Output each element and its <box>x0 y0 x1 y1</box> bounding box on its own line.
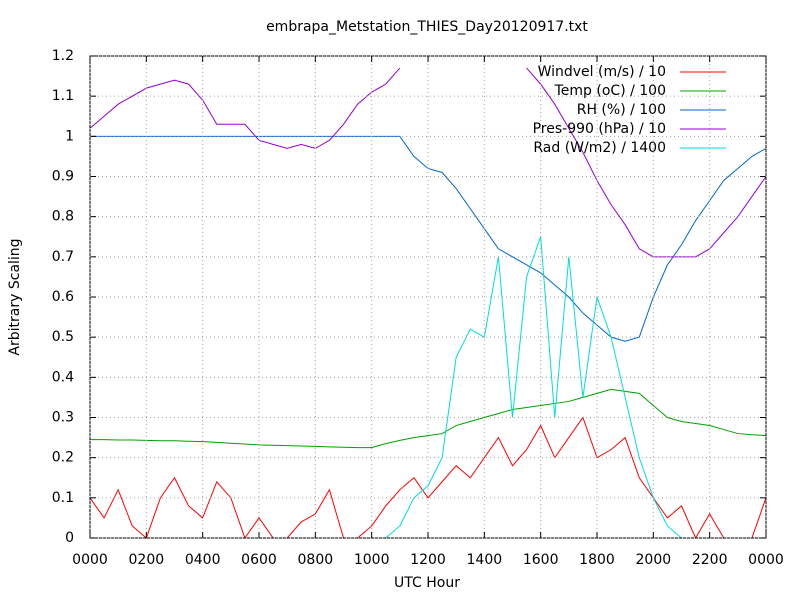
y-tick-label: 0.7 <box>52 249 74 265</box>
legend-label: Temp (oC) / 100 <box>554 83 666 99</box>
x-tick-label: 0400 <box>185 552 221 568</box>
y-tick-label: 1.1 <box>52 88 74 104</box>
x-tick-label: 1200 <box>410 552 446 568</box>
series-line <box>90 135 766 342</box>
x-tick-label: 0800 <box>298 552 334 568</box>
y-tick-label: 0.6 <box>52 289 74 305</box>
x-tick-label: 2200 <box>692 552 728 568</box>
legend-label: Windvel (m/s) / 10 <box>538 64 666 80</box>
y-tick-label: 0.9 <box>52 169 74 185</box>
series-line <box>90 388 766 449</box>
legend-label: RH (%) / 100 <box>577 102 666 118</box>
y-tick-label: 0.5 <box>52 329 74 345</box>
y-tick-label: 0.3 <box>52 410 74 426</box>
y-tick-label: 0.2 <box>52 450 74 466</box>
x-tick-label: 0000 <box>748 552 784 568</box>
x-tick-label: 0600 <box>241 552 277 568</box>
plot-area <box>90 67 766 538</box>
y-axis-label: Arbitrary Scaling <box>7 238 23 355</box>
x-tick-label: 2000 <box>636 552 672 568</box>
y-tick-label: 0.8 <box>52 209 74 225</box>
chart-title: embrapa_Metstation_THIES_Day20120917.txt <box>266 19 588 35</box>
legend-label: Pres-990 (hPa) / 10 <box>533 121 666 137</box>
y-tick-label: 1 <box>65 128 74 144</box>
x-axis-label: UTC Hour <box>394 575 460 591</box>
x-tick-label: 0200 <box>129 552 165 568</box>
series-line <box>90 236 766 538</box>
y-tick-label: 0 <box>65 530 74 546</box>
y-tick-label: 0.1 <box>52 490 74 506</box>
x-tick-label: 0000 <box>72 552 108 568</box>
y-tick-label: 1.2 <box>52 48 74 64</box>
series-line <box>90 67 766 258</box>
y-tick-label: 0.4 <box>52 369 74 385</box>
x-tick-label: 1000 <box>354 552 390 568</box>
x-tick-label: 1800 <box>579 552 615 568</box>
x-tick-label: 1600 <box>523 552 559 568</box>
legend-label: Rad (W/m2) / 1400 <box>533 140 666 156</box>
x-tick-label: 1400 <box>467 552 503 568</box>
